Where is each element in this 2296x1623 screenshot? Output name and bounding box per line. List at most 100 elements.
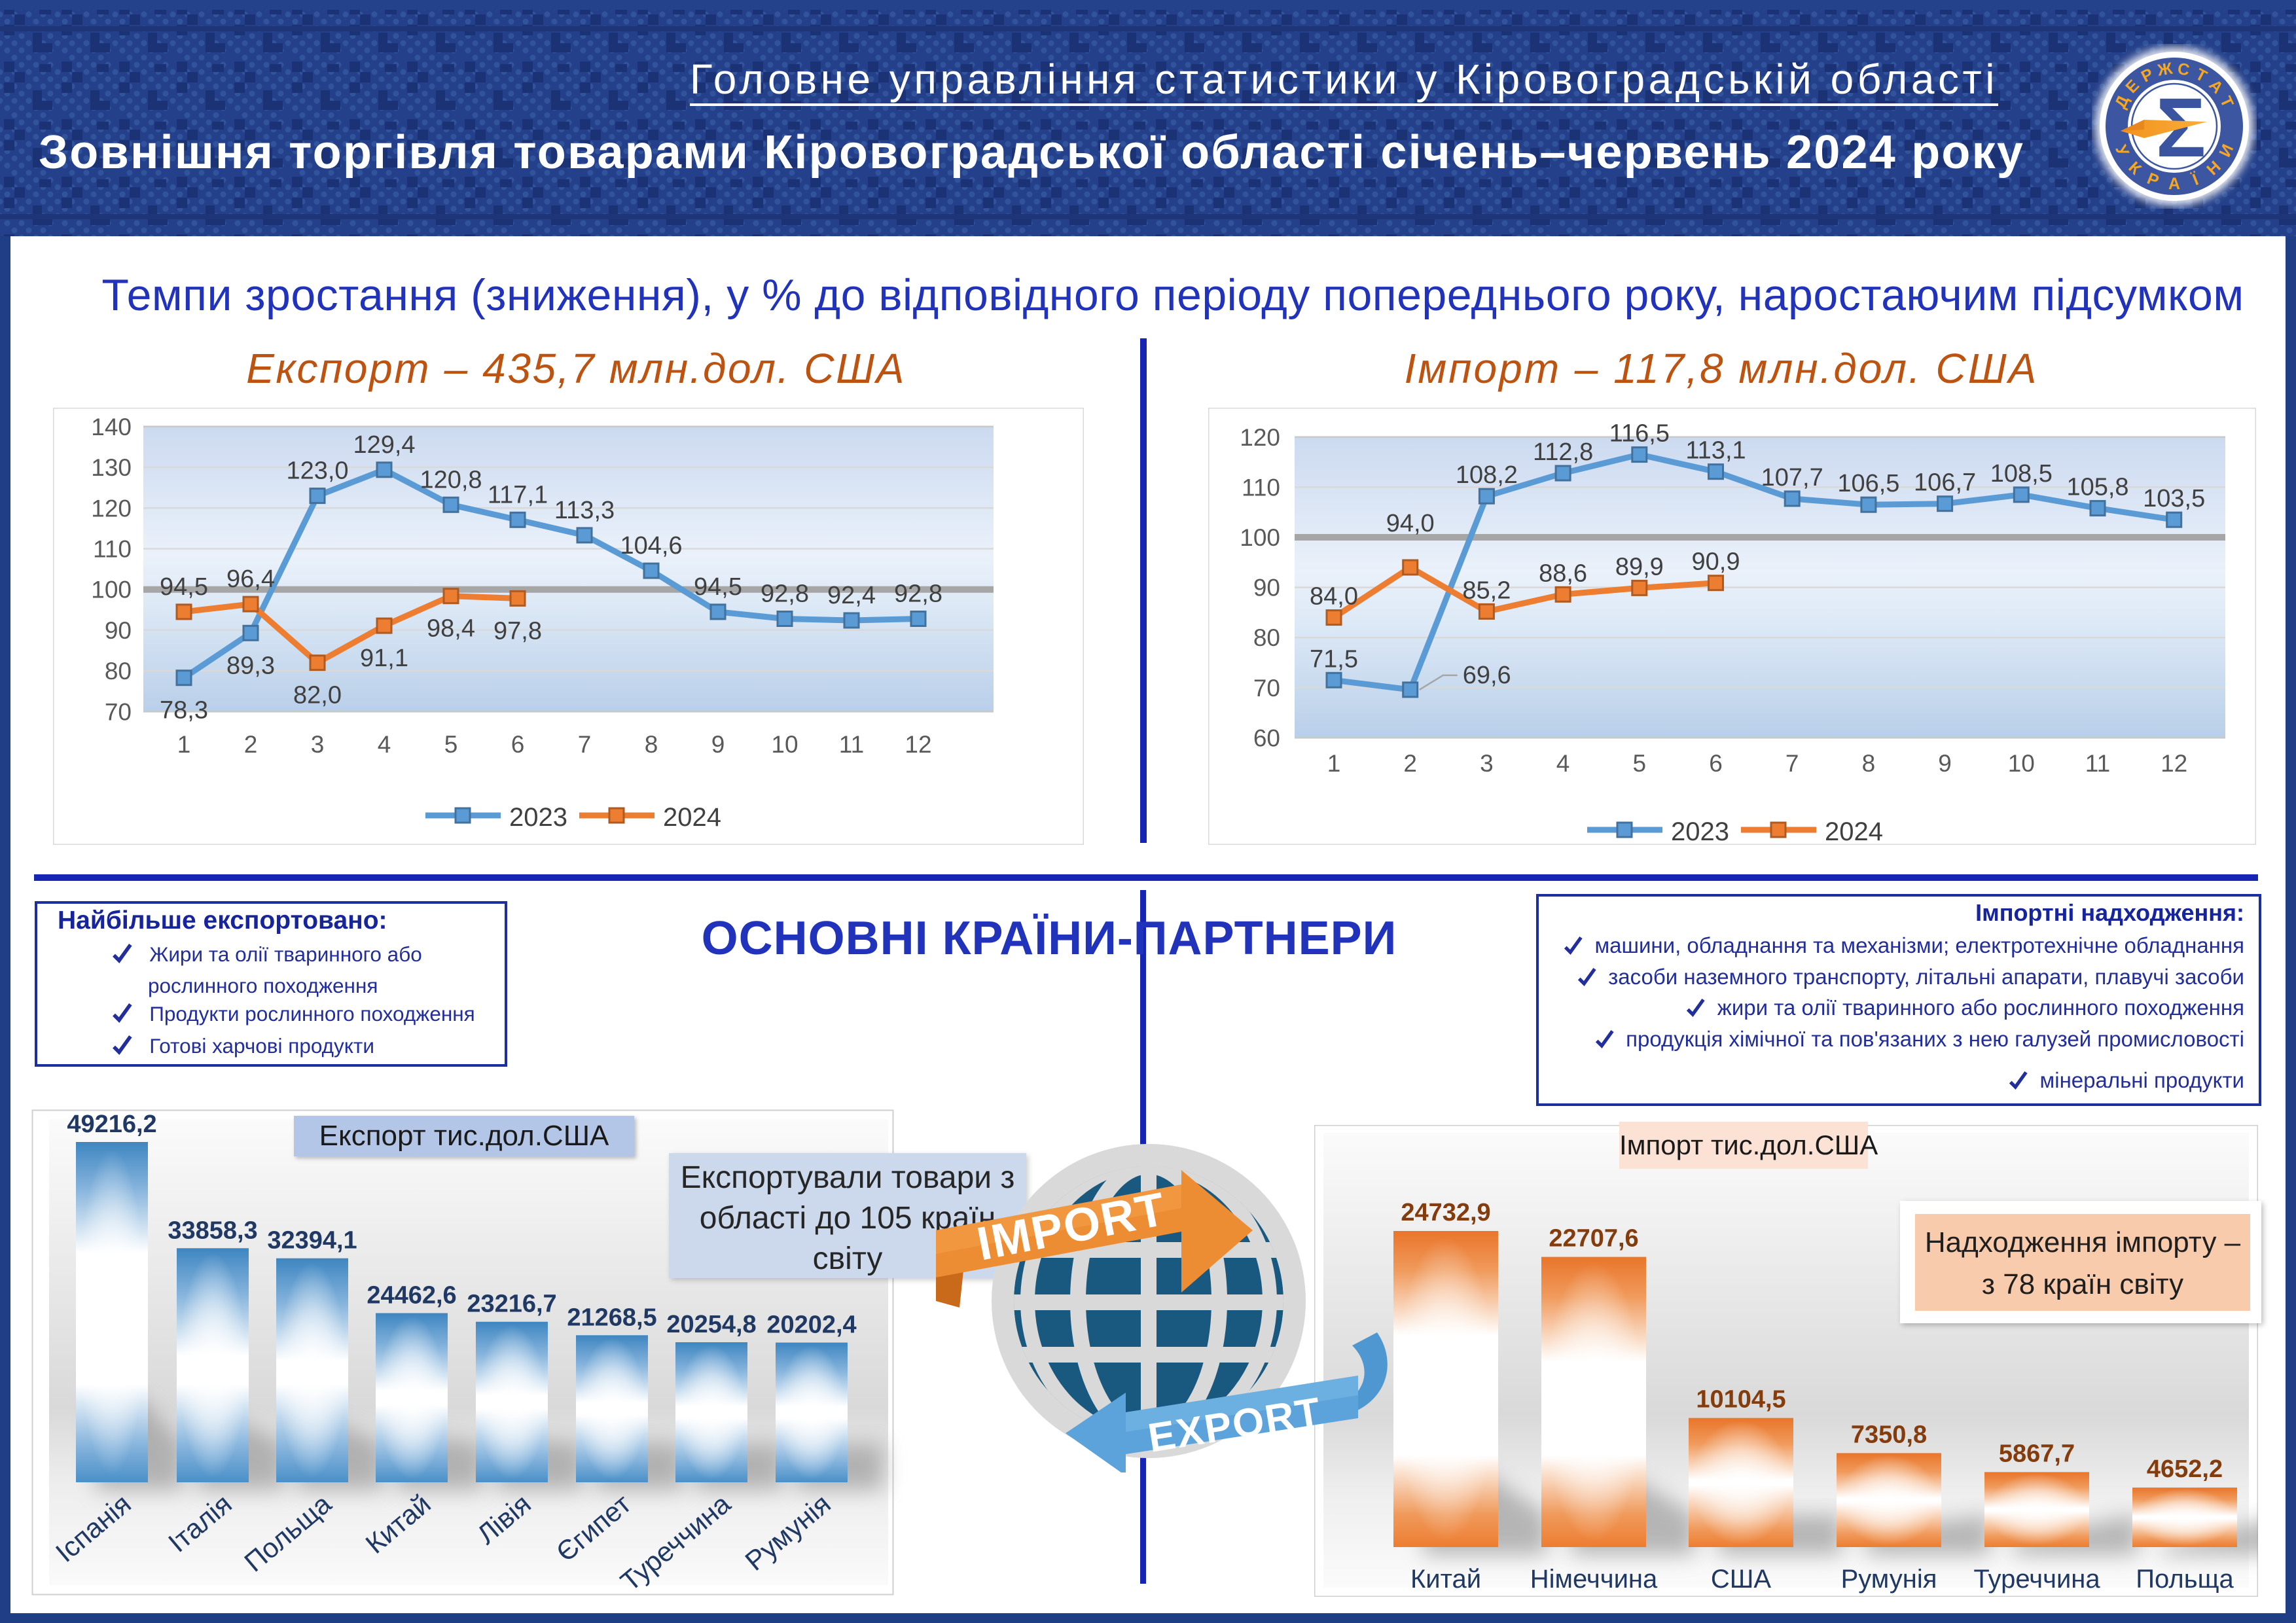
svg-text:89,3: 89,3 xyxy=(226,652,275,679)
svg-text:120: 120 xyxy=(1240,424,1280,451)
svg-text:80: 80 xyxy=(105,658,132,685)
svg-text:7: 7 xyxy=(578,731,592,758)
svg-text:107,7: 107,7 xyxy=(1761,464,1823,491)
svg-text:6: 6 xyxy=(1709,750,1723,777)
svg-text:91,1: 91,1 xyxy=(360,645,408,672)
svg-text:123,0: 123,0 xyxy=(286,457,348,485)
svg-text:105,8: 105,8 xyxy=(2066,474,2128,501)
svg-text:1: 1 xyxy=(177,731,191,758)
svg-text:110: 110 xyxy=(1242,474,1280,501)
svg-text:94,0: 94,0 xyxy=(1386,510,1435,537)
svg-text:113,1: 113,1 xyxy=(1685,437,1746,465)
svg-text:84,0: 84,0 xyxy=(1310,583,1358,611)
svg-text:А: А xyxy=(2168,175,2180,193)
svg-text:90: 90 xyxy=(105,617,132,644)
svg-text:140: 140 xyxy=(91,414,132,440)
svg-text:70: 70 xyxy=(1253,675,1280,702)
svg-text:33858,3: 33858,3 xyxy=(168,1217,257,1244)
svg-text:21268,5: 21268,5 xyxy=(567,1304,656,1331)
svg-text:20254,8: 20254,8 xyxy=(666,1311,756,1338)
svg-text:103,5: 103,5 xyxy=(2143,485,2205,512)
svg-text:97,8: 97,8 xyxy=(493,617,542,645)
svg-text:2: 2 xyxy=(1403,750,1417,777)
svg-text:110: 110 xyxy=(93,536,132,563)
svg-text:Китай: Китай xyxy=(1410,1565,1481,1594)
svg-text:108,5: 108,5 xyxy=(1990,460,2053,488)
svg-text:Ж: Ж xyxy=(2155,59,2174,80)
svg-text:2024: 2024 xyxy=(1825,817,1883,845)
svg-text:80: 80 xyxy=(1253,624,1280,651)
svg-text:70: 70 xyxy=(105,698,132,725)
svg-text:7350,8: 7350,8 xyxy=(1851,1421,1927,1448)
svg-text:120,8: 120,8 xyxy=(420,466,482,493)
svg-text:82,0: 82,0 xyxy=(293,682,342,709)
svg-text:7: 7 xyxy=(1785,750,1799,777)
svg-text:8: 8 xyxy=(645,731,658,758)
svg-text:Румунія: Румунія xyxy=(1841,1565,1937,1594)
svg-text:Німеччина: Німеччина xyxy=(1530,1565,1658,1594)
svg-text:Польща: Польща xyxy=(2136,1565,2234,1594)
svg-text:100: 100 xyxy=(91,577,132,603)
svg-text:10: 10 xyxy=(2008,750,2035,777)
svg-text:106,7: 106,7 xyxy=(1914,469,1976,497)
svg-text:69,6: 69,6 xyxy=(1463,662,1511,689)
svg-text:Туреччина: Туреччина xyxy=(1973,1565,2100,1594)
svg-text:116,5: 116,5 xyxy=(1609,420,1670,448)
svg-text:5: 5 xyxy=(444,731,458,758)
svg-text:90: 90 xyxy=(1253,575,1280,601)
svg-text:100: 100 xyxy=(1240,524,1280,551)
svg-text:71,5: 71,5 xyxy=(1310,645,1358,673)
svg-text:10: 10 xyxy=(771,731,798,758)
svg-text:10104,5: 10104,5 xyxy=(1696,1386,1785,1414)
svg-text:С: С xyxy=(2176,60,2191,80)
svg-text:4: 4 xyxy=(378,731,391,758)
svg-text:112,8: 112,8 xyxy=(1533,438,1593,466)
svg-text:88,6: 88,6 xyxy=(1539,560,1587,587)
svg-text:11: 11 xyxy=(2085,750,2110,777)
svg-text:9: 9 xyxy=(1938,750,1952,777)
svg-text:4: 4 xyxy=(1556,750,1570,777)
svg-text:12: 12 xyxy=(905,731,931,758)
svg-text:2023: 2023 xyxy=(1671,817,1729,845)
svg-text:130: 130 xyxy=(91,454,132,481)
svg-text:60: 60 xyxy=(1253,724,1280,751)
svg-text:6: 6 xyxy=(511,731,525,758)
svg-text:92,8: 92,8 xyxy=(894,580,942,608)
svg-text:90,9: 90,9 xyxy=(1692,548,1740,576)
svg-text:1: 1 xyxy=(1327,750,1341,777)
svg-text:92,4: 92,4 xyxy=(827,582,876,609)
svg-text:89,9: 89,9 xyxy=(1615,553,1664,580)
svg-text:22707,6: 22707,6 xyxy=(1549,1225,1638,1253)
svg-text:106,5: 106,5 xyxy=(1837,470,1899,497)
svg-text:129,4: 129,4 xyxy=(353,431,415,459)
svg-text:113,3: 113,3 xyxy=(554,497,615,524)
svg-text:11: 11 xyxy=(839,731,864,758)
svg-text:3: 3 xyxy=(1480,750,1494,777)
svg-text:117,1: 117,1 xyxy=(488,481,548,508)
svg-text:94,5: 94,5 xyxy=(694,573,742,601)
svg-text:24462,6: 24462,6 xyxy=(367,1282,456,1310)
svg-text:5867,7: 5867,7 xyxy=(1999,1440,2075,1467)
svg-text:24732,9: 24732,9 xyxy=(1401,1199,1490,1226)
svg-text:108,2: 108,2 xyxy=(1456,461,1518,489)
svg-text:20202,4: 20202,4 xyxy=(766,1311,856,1339)
svg-text:2024: 2024 xyxy=(663,803,721,832)
svg-text:120: 120 xyxy=(91,495,132,522)
svg-text:104,6: 104,6 xyxy=(620,532,682,560)
svg-text:92,8: 92,8 xyxy=(761,580,809,608)
svg-text:85,2: 85,2 xyxy=(1462,577,1511,604)
svg-text:23216,7: 23216,7 xyxy=(467,1291,556,1318)
svg-text:12: 12 xyxy=(2161,750,2187,777)
svg-text:98,4: 98,4 xyxy=(427,615,475,643)
svg-text:2023: 2023 xyxy=(509,803,567,832)
svg-text:2: 2 xyxy=(244,731,258,758)
svg-text:США: США xyxy=(1711,1565,1772,1594)
svg-text:96,4: 96,4 xyxy=(226,565,275,593)
svg-text:8: 8 xyxy=(1862,750,1876,777)
svg-text:32394,1: 32394,1 xyxy=(267,1227,357,1255)
svg-text:3: 3 xyxy=(311,731,325,758)
svg-text:78,3: 78,3 xyxy=(160,697,208,724)
svg-text:49216,2: 49216,2 xyxy=(67,1111,156,1138)
svg-text:5: 5 xyxy=(1633,750,1647,777)
svg-text:4652,2: 4652,2 xyxy=(2147,1455,2223,1483)
